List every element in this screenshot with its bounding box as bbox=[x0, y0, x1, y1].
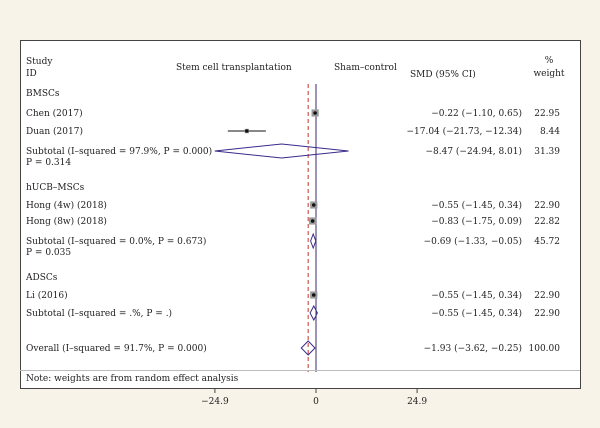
header-right-group: Sham–control bbox=[334, 63, 397, 73]
header-study: Study bbox=[26, 57, 53, 67]
effect-estimate-text: −8.47 (−24.94, 8.01) bbox=[425, 146, 522, 157]
row-label: Chen (2017) bbox=[26, 108, 83, 119]
row-label: hUCB–MSCs bbox=[26, 183, 85, 193]
row-label: Subtotal (I–squared = 97.9%, P = 0.000) bbox=[26, 146, 212, 157]
row-label: Duan (2017) bbox=[26, 126, 83, 137]
row-label: Hong (4w) (2018) bbox=[26, 200, 107, 211]
subtotal-row: Subtotal (I–squared = 0.0%, P = 0.673)P … bbox=[26, 232, 560, 258]
row-label: ADSCs bbox=[25, 273, 58, 283]
effect-estimate-text: −0.55 (−1.45, 0.34) bbox=[431, 290, 522, 301]
pooled-diamond bbox=[310, 232, 317, 250]
weight-text: 22.95 bbox=[534, 109, 560, 119]
x-axis: −24.9 0 24.9 bbox=[201, 388, 427, 407]
row-label-pvalue: P = 0.035 bbox=[26, 248, 71, 258]
subtotal-row: Subtotal (I–squared = .%, P = .) −0.55 (−… bbox=[26, 304, 560, 322]
subtotal-row: Subtotal (I–squared = 97.9%, P = 0.000)P… bbox=[26, 143, 560, 168]
study-row: Li (2016) −0.55 (−1.45, 0.34) 22.90 bbox=[26, 290, 560, 301]
weight-text: 8.44 bbox=[540, 127, 560, 137]
weight-text: 22.90 bbox=[534, 309, 560, 319]
x-tick-label: 0 bbox=[313, 397, 319, 407]
point-estimate bbox=[310, 219, 315, 223]
group-heading: hUCB–MSCs bbox=[26, 183, 85, 193]
point-estimate bbox=[313, 111, 317, 115]
point-estimate bbox=[311, 293, 316, 297]
study-row: Duan (2017) −17.04 (−21.73, −12.34) 8.44 bbox=[26, 126, 560, 137]
effect-estimate-text: −0.69 (−1.33, −0.05) bbox=[424, 236, 522, 247]
header-effect-col: SMD (95% CI) bbox=[410, 69, 476, 80]
effect-estimate-text: −0.55 (−1.45, 0.34) bbox=[431, 308, 522, 319]
footnote: Note: weights are from random effect ana… bbox=[26, 374, 239, 384]
overall-row: Overall (I–squared = 91.7%, P = 0.000) −1… bbox=[26, 340, 561, 356]
row-label: Subtotal (I–squared = .%, P = .) bbox=[26, 308, 172, 319]
study-row: Hong (8w) (2018) −0.83 (−1.75, 0.09) 22.82 bbox=[26, 216, 560, 227]
row-label: BMSCs bbox=[26, 89, 60, 99]
weight-text: 31.39 bbox=[534, 147, 560, 157]
effect-estimate-text: −0.83 (−1.75, 0.09) bbox=[431, 216, 522, 227]
study-row: Chen (2017) −0.22 (−1.10, 0.65) 22.95 bbox=[26, 108, 560, 119]
row-label: Subtotal (I–squared = 0.0%, P = 0.673) bbox=[26, 236, 206, 247]
row-label-pvalue: P = 0.314 bbox=[26, 158, 71, 168]
effect-estimate-text: −0.22 (−1.10, 0.65) bbox=[431, 108, 522, 119]
x-tick-label: −24.9 bbox=[201, 397, 229, 407]
effect-estimate-text: −1.93 (−3.62, −0.25) bbox=[424, 343, 522, 354]
group-heading: ADSCs bbox=[25, 273, 58, 283]
row-label: Hong (8w) (2018) bbox=[26, 216, 107, 227]
group-heading: BMSCs bbox=[26, 89, 60, 99]
header-left-group: Stem cell transplantation bbox=[176, 63, 292, 73]
effect-estimate-text: −0.55 (−1.45, 0.34) bbox=[431, 200, 522, 211]
weight-text: 22.90 bbox=[534, 291, 560, 301]
pooled-diamond bbox=[309, 304, 318, 322]
weight-text: 22.90 bbox=[534, 201, 560, 211]
header-weight-top: % bbox=[545, 56, 554, 66]
weight-text: 22.82 bbox=[534, 217, 560, 227]
x-tick-label: 24.9 bbox=[407, 397, 427, 407]
pooled-diamond bbox=[214, 143, 349, 159]
point-estimate bbox=[311, 203, 316, 207]
weight-text: 45.72 bbox=[534, 237, 560, 247]
study-row: Hong (4w) (2018) −0.55 (−1.45, 0.34) 22.90 bbox=[26, 200, 560, 211]
weight-text: 100.00 bbox=[529, 344, 561, 354]
pooled-diamond bbox=[300, 340, 316, 356]
effect-estimate-text: −17.04 (−21.73, −12.34) bbox=[406, 126, 522, 137]
point-estimate bbox=[245, 129, 249, 133]
plot-rows: BMSCs Chen (2017) −0.22 (−1.10, 0.65) 22.95… bbox=[25, 89, 561, 356]
row-label: Overall (I–squared = 91.7%, P = 0.000) bbox=[26, 343, 207, 354]
row-label: Li (2016) bbox=[26, 290, 68, 301]
header-id: ID bbox=[26, 69, 37, 79]
plot-frame bbox=[20, 40, 581, 389]
header-weight-bottom: weight bbox=[533, 69, 564, 79]
